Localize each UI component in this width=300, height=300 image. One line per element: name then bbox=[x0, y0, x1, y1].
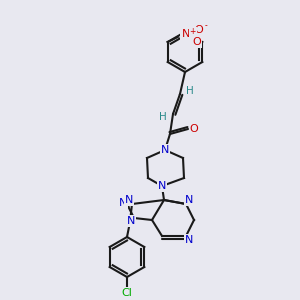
Text: N: N bbox=[185, 235, 193, 245]
Text: N: N bbox=[158, 181, 166, 191]
Text: +: + bbox=[190, 28, 196, 37]
Text: N: N bbox=[161, 145, 169, 155]
Text: N: N bbox=[119, 198, 127, 208]
Text: O: O bbox=[192, 37, 201, 47]
Text: N: N bbox=[127, 216, 135, 226]
Text: N: N bbox=[125, 195, 133, 205]
Text: O: O bbox=[190, 124, 198, 134]
Text: -: - bbox=[204, 22, 207, 31]
Text: H: H bbox=[159, 112, 167, 122]
Text: H: H bbox=[186, 86, 194, 96]
Text: N: N bbox=[185, 195, 193, 205]
Text: N: N bbox=[182, 29, 190, 39]
Text: O: O bbox=[194, 25, 203, 35]
Text: Cl: Cl bbox=[122, 288, 132, 298]
